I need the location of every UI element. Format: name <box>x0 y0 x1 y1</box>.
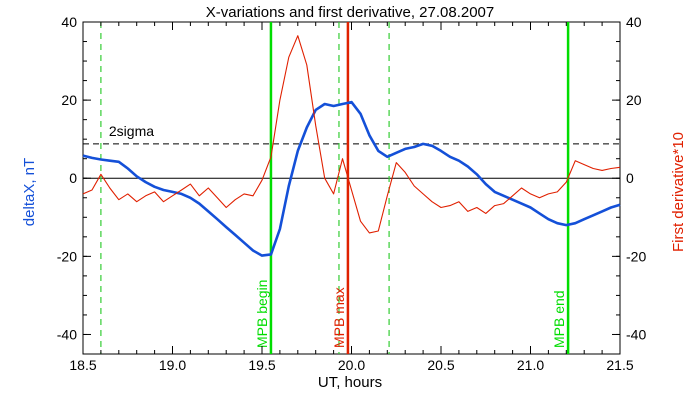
y-tick-label-left: -20 <box>57 248 77 264</box>
y-tick-label-right: -20 <box>626 248 646 264</box>
y-tick-label-left: 20 <box>61 92 77 108</box>
threshold-label: 2sigma <box>109 123 154 139</box>
y-axis-label-left: deltaX, nT <box>21 158 38 226</box>
x-tick-label: 20.5 <box>427 357 454 373</box>
x-tick-label: 21.0 <box>517 357 544 373</box>
y-tick-label-right: 20 <box>626 92 642 108</box>
series-line-derivative <box>82 35 621 234</box>
marker-label: MPB end <box>551 290 567 348</box>
y-axis-label-right: First derivative*10 <box>670 132 687 252</box>
marker-label: MPB begin <box>254 280 270 348</box>
x-tick-label: 18.5 <box>69 357 96 373</box>
plot-frame <box>82 21 621 355</box>
y-tick-label-left: 0 <box>69 170 77 186</box>
x-tick-label: 20.0 <box>338 357 365 373</box>
x-tick-label: 19.5 <box>248 357 275 373</box>
y-tick-label-right: 0 <box>626 170 634 186</box>
y-tick-label-right: 40 <box>626 14 642 30</box>
x-tick-label: 21.5 <box>606 357 633 373</box>
series-line-deltax <box>82 100 621 257</box>
y-tick-label-left: -40 <box>57 326 77 342</box>
chart-title: X-variations and first derivative, 27.08… <box>206 4 495 21</box>
y-tick-label-left: 40 <box>61 14 77 30</box>
x-axis-label: UT, hours <box>318 374 382 391</box>
y-tick-label-right: -40 <box>626 326 646 342</box>
x-tick-label: 19.0 <box>159 357 186 373</box>
marker-label: MPB max <box>331 287 347 348</box>
